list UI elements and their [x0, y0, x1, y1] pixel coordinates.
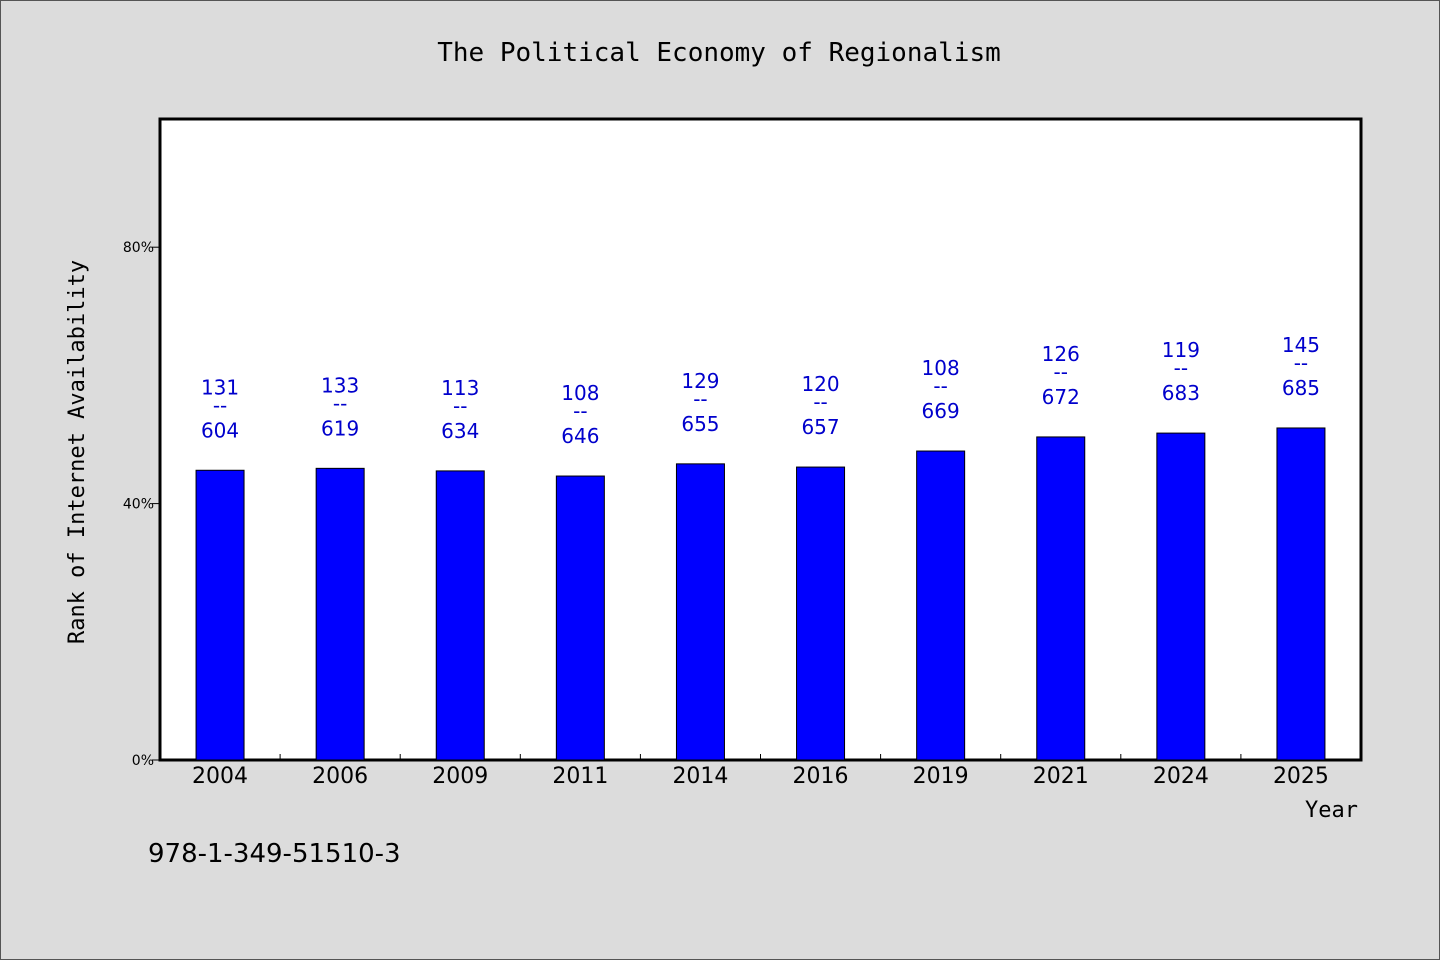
x-tick-label: 2016	[793, 764, 849, 789]
data-label-bottom: 634	[441, 419, 479, 443]
x-tick-label: 2014	[672, 764, 728, 789]
data-label-top: 133	[321, 373, 359, 397]
data-label-separator: --	[1174, 356, 1188, 380]
bar	[555, 475, 605, 761]
bar	[1036, 436, 1086, 761]
y-tick-label: 0%	[132, 753, 154, 769]
y-tick-label: 40%	[123, 497, 154, 513]
data-label-top: 126	[1042, 342, 1080, 366]
data-label-bottom: 683	[1162, 381, 1200, 405]
x-axis-ticks: 2004 2006 2009 2011 2014 2016 2019 2021 2024 2025	[192, 754, 1329, 789]
data-label-bottom: 672	[1042, 385, 1080, 409]
bar	[675, 463, 725, 761]
data-label-top: 120	[801, 372, 839, 396]
bar	[195, 469, 245, 761]
x-tick-label: 2025	[1273, 764, 1329, 789]
data-label-top: 119	[1162, 338, 1200, 362]
data-label-bottom: 669	[922, 399, 960, 423]
isbn-text: 978-1-349-51510-3	[148, 839, 401, 869]
x-tick-label: 2004	[192, 764, 248, 789]
x-tick-label: 2021	[1033, 764, 1089, 789]
data-label-separator: --	[213, 393, 227, 417]
x-tick-label: 2006	[312, 764, 368, 789]
data-label-separator: --	[693, 387, 707, 411]
x-tick-label: 2011	[552, 764, 608, 789]
data-label-top: 113	[441, 376, 479, 400]
bar	[796, 466, 846, 761]
data-label-bottom: 685	[1282, 376, 1320, 400]
data-label-separator: --	[333, 391, 347, 415]
data-label-top: 108	[561, 381, 599, 405]
data-label-bottom: 646	[561, 424, 599, 448]
chart-title: The Political Economy of Regionalism	[437, 38, 1001, 68]
data-label-top: 145	[1282, 333, 1320, 357]
y-axis-ticks: 0% 40% 80%	[123, 240, 160, 769]
x-axis-title: Year	[1305, 798, 1358, 823]
data-label-separator: --	[1294, 351, 1308, 375]
bar	[315, 467, 365, 761]
data-label-bottom: 619	[321, 416, 359, 440]
bar	[916, 450, 966, 761]
y-axis-title: Rank of Internet Availability	[65, 260, 90, 644]
data-label-bottom: 655	[681, 412, 719, 436]
bar-series	[195, 427, 1326, 761]
x-tick-label: 2019	[913, 764, 969, 789]
bar	[435, 470, 485, 761]
data-labels: 131--604133--619113--634108--646129--655…	[201, 333, 1320, 448]
data-label-separator: --	[813, 390, 827, 414]
data-label-separator: --	[573, 399, 587, 423]
data-label-separator: --	[933, 374, 947, 398]
bar	[1156, 432, 1206, 761]
x-tick-label: 2009	[432, 764, 488, 789]
data-label-bottom: 657	[801, 415, 839, 439]
data-label-separator: --	[1054, 360, 1068, 384]
data-label-top: 129	[681, 369, 719, 393]
y-tick-label: 80%	[123, 240, 154, 256]
data-label-bottom: 604	[201, 418, 239, 442]
x-tick-label: 2024	[1153, 764, 1209, 789]
data-label-top: 131	[201, 375, 239, 399]
data-label-top: 108	[922, 356, 960, 380]
bar	[1276, 427, 1326, 761]
data-label-separator: --	[453, 394, 467, 418]
